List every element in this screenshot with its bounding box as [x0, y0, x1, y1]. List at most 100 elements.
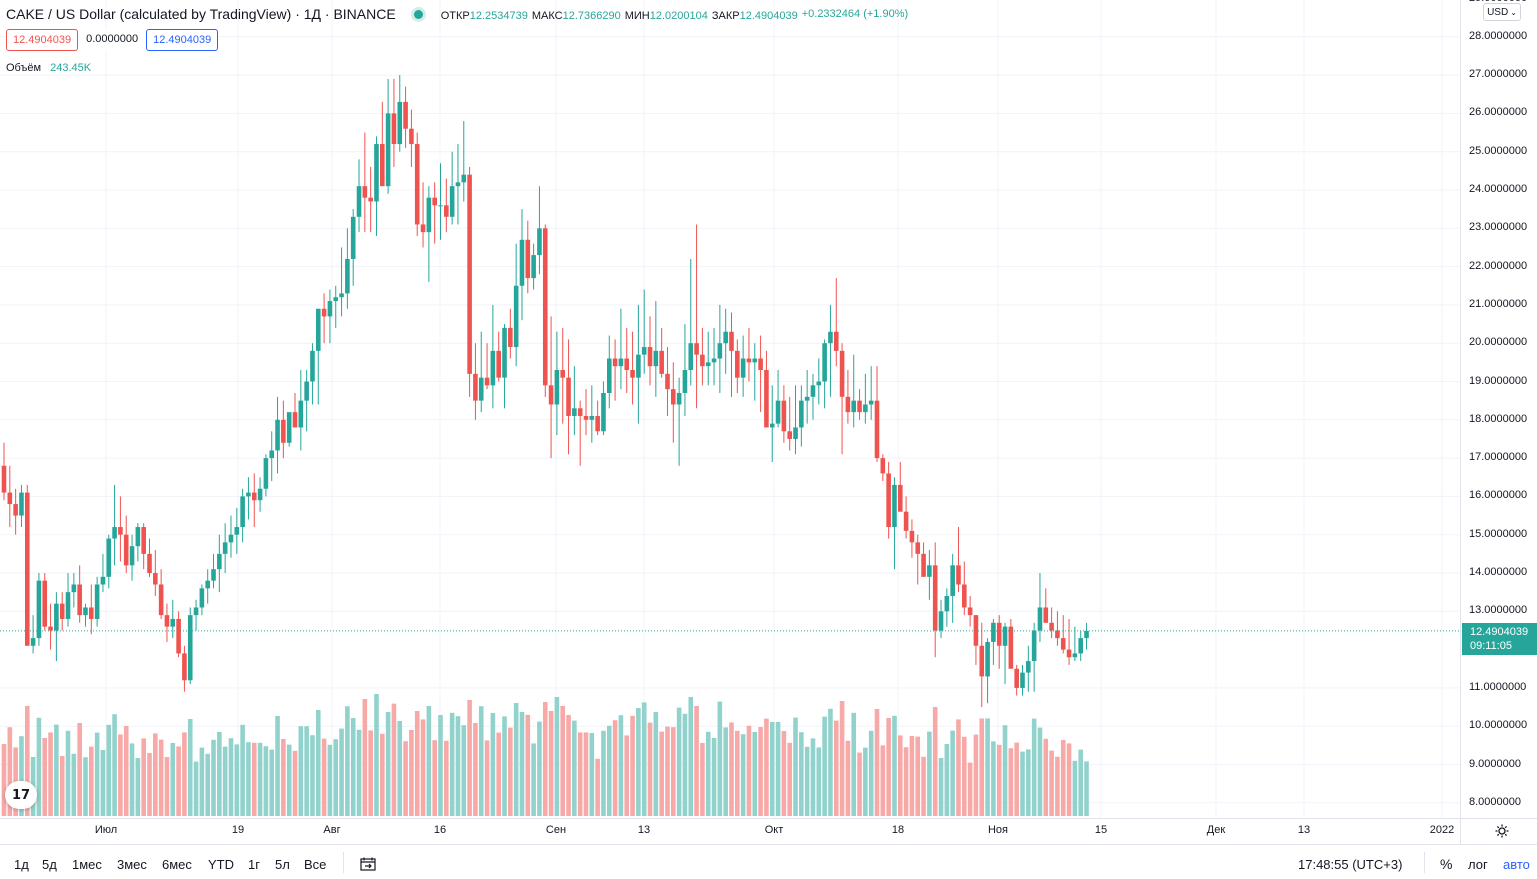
candle-body[interactable]: [269, 450, 275, 459]
candle-body[interactable]: [828, 331, 833, 344]
candle-body[interactable]: [298, 400, 304, 428]
timeframe-button[interactable]: Все: [304, 857, 327, 872]
candle-body[interactable]: [560, 370, 566, 378]
candle-body[interactable]: [938, 611, 944, 631]
candle-body[interactable]: [833, 331, 839, 351]
candle-body[interactable]: [711, 358, 717, 363]
candle-body[interactable]: [944, 595, 950, 612]
timeframe-button[interactable]: 6мес: [162, 857, 192, 872]
candle-body[interactable]: [694, 343, 699, 355]
candle-body[interactable]: [624, 358, 630, 371]
log-scale-button[interactable]: лог: [1468, 857, 1488, 872]
candle-body[interactable]: [94, 584, 100, 619]
candle-body[interactable]: [729, 331, 734, 351]
candle-body[interactable]: [606, 358, 612, 393]
candle-body[interactable]: [618, 358, 624, 367]
candle-body[interactable]: [83, 607, 88, 616]
candle-body[interactable]: [723, 331, 728, 344]
auto-scale-button[interactable]: авто: [1503, 857, 1530, 872]
candle-body[interactable]: [129, 546, 135, 566]
candle-body[interactable]: [54, 603, 59, 631]
candle-body[interactable]: [391, 113, 397, 145]
candle-body[interactable]: [123, 534, 129, 566]
candle-body[interactable]: [251, 492, 257, 501]
candle-body[interactable]: [996, 622, 1002, 646]
candle-body[interactable]: [467, 174, 472, 374]
candle-body[interactable]: [897, 484, 903, 512]
candle-body[interactable]: [653, 350, 659, 367]
candle-body[interactable]: [903, 511, 909, 531]
buy-price-button[interactable]: 12.4904039: [146, 29, 219, 51]
candle-body[interactable]: [13, 504, 18, 516]
symbol-title[interactable]: CAKE / US Dollar (calculated by TradingV…: [6, 6, 396, 22]
candle-body[interactable]: [1, 465, 7, 493]
candle-body[interactable]: [839, 350, 845, 397]
candle-body[interactable]: [478, 377, 484, 401]
candle-body[interactable]: [24, 492, 30, 646]
candle-body[interactable]: [630, 370, 635, 378]
candle-body[interactable]: [263, 458, 269, 489]
candle-body[interactable]: [141, 527, 146, 554]
candle-body[interactable]: [769, 423, 775, 428]
timeframe-button[interactable]: 1г: [248, 857, 260, 872]
tradingview-logo-icon[interactable]: 17: [5, 781, 37, 809]
candle-body[interactable]: [868, 400, 874, 405]
candle-body[interactable]: [420, 224, 426, 233]
candle-body[interactable]: [118, 527, 123, 535]
candle-body[interactable]: [135, 527, 141, 547]
candle-body[interactable]: [583, 415, 589, 420]
candle-body[interactable]: [1072, 653, 1078, 658]
candle-body[interactable]: [542, 228, 548, 386]
candle-body[interactable]: [531, 255, 536, 279]
candle-body[interactable]: [851, 400, 857, 413]
timeframe-button[interactable]: 1мес: [72, 857, 102, 872]
candle-body[interactable]: [874, 400, 880, 459]
candle-body[interactable]: [71, 584, 77, 593]
candle-body[interactable]: [816, 381, 822, 386]
candle-body[interactable]: [403, 101, 408, 129]
candle-body[interactable]: [781, 400, 787, 432]
candle-body[interactable]: [804, 396, 810, 401]
candle-body[interactable]: [380, 144, 385, 187]
candle-body[interactable]: [240, 496, 245, 528]
market-status-dot[interactable]: [413, 9, 423, 19]
candle-body[interactable]: [752, 358, 758, 363]
candle-body[interactable]: [671, 389, 676, 405]
candle-body[interactable]: [659, 350, 664, 374]
candle-body[interactable]: [1008, 626, 1014, 669]
candle-body[interactable]: [345, 258, 350, 294]
candle-body[interactable]: [1060, 638, 1066, 650]
candle-body[interactable]: [158, 584, 164, 616]
candle-body[interactable]: [1014, 668, 1019, 688]
candle-body[interactable]: [65, 592, 71, 619]
candle-body[interactable]: [810, 385, 816, 397]
candle-body[interactable]: [950, 565, 955, 596]
candle-body[interactable]: [740, 358, 746, 378]
candle-body[interactable]: [548, 385, 554, 405]
candle-body[interactable]: [1026, 661, 1031, 673]
candle-body[interactable]: [909, 530, 915, 543]
candle-body[interactable]: [484, 377, 490, 386]
candle-body[interactable]: [170, 618, 176, 627]
candle-body[interactable]: [1020, 672, 1025, 688]
timeframe-button[interactable]: 5л: [275, 857, 290, 872]
candle-body[interactable]: [612, 358, 618, 367]
candle-body[interactable]: [455, 182, 461, 187]
candle-body[interactable]: [793, 427, 798, 439]
candle-body[interactable]: [350, 216, 356, 259]
candle-body[interactable]: [641, 347, 647, 355]
candle-body[interactable]: [525, 239, 531, 279]
candle-body[interactable]: [385, 113, 391, 187]
candle-body[interactable]: [676, 392, 682, 405]
candle-body[interactable]: [962, 584, 967, 608]
candle-body[interactable]: [246, 492, 251, 497]
candle-body[interactable]: [281, 419, 286, 443]
candle-body[interactable]: [89, 607, 94, 619]
candle-body[interactable]: [519, 239, 525, 286]
candle-body[interactable]: [315, 308, 321, 351]
percent-scale-button[interactable]: %: [1440, 856, 1453, 872]
candle-body[interactable]: [426, 197, 432, 233]
candle-body[interactable]: [36, 580, 42, 639]
candle-body[interactable]: [1049, 622, 1054, 631]
candle-body[interactable]: [688, 343, 694, 371]
